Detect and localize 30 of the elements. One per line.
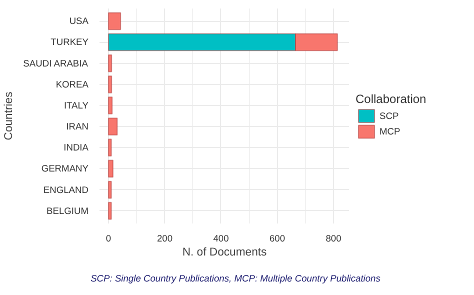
legend-label: MCP [380,126,400,137]
bar [108,202,112,220]
x-tick-label: 800 [326,234,342,244]
y-tick-label: INDIA [64,142,90,153]
y-tick-label: ENGLAND [43,184,89,195]
y-tick-label: GERMANY [41,164,90,174]
y-tick-label: USA [69,16,90,26]
bar [108,138,112,157]
y-tick-label: SAUDI ARABIA [23,58,89,68]
x-tick-label: 0 [106,234,112,244]
x-axis-title: N. of Documents [182,246,268,258]
bar [108,96,113,114]
y-tick-label: ITALY [64,100,90,110]
bar [108,12,122,30]
bar [108,118,118,136]
y-tick-label: TURKEY [50,37,90,48]
text: SCP: Single Country Publications, MCP: Multiple Country Publications [90,274,381,284]
y-tick-label: BELGIUM [46,206,89,216]
bar [108,75,112,94]
legend-title: Collaboration [356,92,426,106]
bar [108,54,112,72]
y-tick-label: IRAN [66,122,89,132]
legend-label: SCP [380,111,399,122]
bar [108,160,114,178]
y-axis-title: Countries [3,91,16,140]
x-tick-label: 200 [156,234,173,244]
x-tick-label: 400 [213,234,229,244]
x-tick-label: 600 [269,234,286,244]
y-tick-label: KOREA [56,79,90,90]
bar [108,180,112,199]
